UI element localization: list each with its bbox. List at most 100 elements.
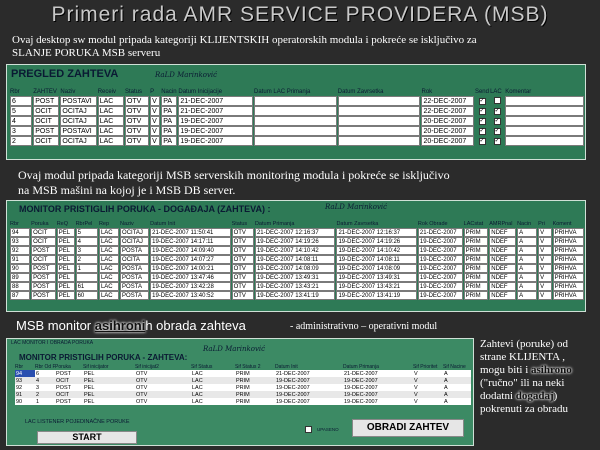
table-checkbox[interactable]: ✓ [490,106,505,116]
table-cell[interactable]: 20-DEC-2007 [421,116,474,126]
table-cell[interactable]: 1 [75,264,98,273]
table-cell[interactable]: A [444,391,448,398]
table-cell[interactable]: 90 [10,264,31,273]
table-cell[interactable]: LAC [97,136,124,146]
table-cell[interactable]: 19-DEC-2007 13:43:21 [254,282,336,291]
table-cell[interactable]: V [538,282,552,291]
table-cell[interactable]: V [150,106,161,116]
table-cell[interactable]: OTV [231,237,254,246]
table-cell[interactable]: 92 [10,246,31,255]
table-row[interactable]: 91 OCIT PEL 2 LAC OCITA 19-DEC-2007 14:07:27 OT… [10,255,584,264]
table-cell[interactable]: 19-DEC-2007 [344,398,378,405]
table-cell[interactable]: PRIM [236,398,250,405]
table-cell[interactable]: PRIM [463,246,489,255]
table-cell[interactable]: PEL [84,391,95,398]
table-cell[interactable]: 91 [10,255,31,264]
table-cell[interactable]: V [150,116,161,126]
table-cell[interactable]: PRIHVA [552,291,584,300]
table-cell[interactable]: A [517,237,538,246]
table-cell[interactable]: LAC [192,370,203,377]
table-cell[interactable]: NDEF [489,228,517,237]
table-cell[interactable]: 19-DEC-2007 14:08:09 [254,264,336,273]
table-row[interactable]: 5 OCIT OCITAJ LAC OTV V PA 21-DEC-2007 22-DEC-20… [10,106,584,116]
checkbox-icon[interactable]: ✓ [493,108,501,115]
table-row[interactable]: 94 6 POST PEL OTV LAC PRIM 21-DEC-2007 21-DEC-20… [15,370,471,377]
table-cell[interactable]: 19-DEC-2007 14:19:26 [336,237,417,246]
table-cell[interactable]: V [150,126,161,136]
table-cell[interactable]: OCIT [56,377,70,384]
table-cell[interactable]: OTV [231,273,254,282]
table-row[interactable]: 90 1 POST PEL OTV LAC PRIM 19-DEC-2007 19-DEC-20… [15,398,471,405]
table-cell[interactable]: A [517,255,538,264]
table-cell[interactable]: V [414,370,418,377]
table-row[interactable]: 3 POST POSTAVI LAC OTV V PA 19-DEC-2007 20-DEC-2… [10,126,584,136]
checkbox-icon[interactable]: ✓ [493,128,501,135]
table-cell[interactable]: 3 [36,384,40,391]
table-cell[interactable] [337,126,421,136]
table-cell[interactable]: 19-DEC-2007 [276,391,310,398]
table-cell[interactable] [337,96,421,106]
table-cell[interactable] [337,136,421,146]
table-cell[interactable]: PEL [84,370,95,377]
table-cell[interactable]: 19-DEC-2007 13:41:19 [336,291,417,300]
table-checkbox[interactable]: ✓ [474,106,490,116]
table-cell[interactable]: OCIT [31,228,56,237]
table-cell[interactable]: 21-DEC-2007 [178,96,254,106]
table-cell[interactable]: OTV [231,228,254,237]
table-cell[interactable]: 19-DEC-2007 [417,246,463,255]
table-cell[interactable]: 19-DEC-2007 14:17:11 [150,237,231,246]
table-checkbox[interactable]: ✓ [474,116,490,126]
table-cell[interactable]: NDEF [489,255,517,264]
table-cell[interactable]: 6 [10,96,33,106]
table-cell[interactable]: LAC [98,246,120,255]
table-cell[interactable]: 21-DEC-2007 11:50:41 [150,228,231,237]
table-cell[interactable]: PRIM [236,377,250,384]
table-row[interactable]: 92 POST PEL 3 LAC POSTA 19-DEC-2007 14:09:40 OT… [10,246,584,255]
table-cell[interactable]: V [414,384,418,391]
table-cell[interactable]: 19-DEC-2007 13:47:46 [150,273,231,282]
table-cell[interactable]: LAC [97,106,124,116]
table-row[interactable]: 93 OCIT PEL 4 LAC OCITAJ 19-DEC-2007 14:17:11 O… [10,237,584,246]
table-cell[interactable]: PRIM [463,228,489,237]
table-cell[interactable]: NDEF [489,291,517,300]
table-row[interactable]: 90 POST PEL 1 LAC POSTA 19-DEC-2007 14:00:21 OT… [10,264,584,273]
table-cell[interactable]: PEL [56,291,75,300]
table-row[interactable]: 88 POST PEL 61 LAC POSTA 19-DEC-2007 13:42:28 O… [10,282,584,291]
table-cell[interactable]: 19-DEC-2007 [417,264,463,273]
table-cell[interactable]: PRIM [236,391,250,398]
table-cell[interactable]: 88 [10,282,31,291]
table-cell[interactable]: OCITAJ [120,228,150,237]
table-cell[interactable]: 19-DEC-2007 [276,377,310,384]
table-cell[interactable]: 19-DEC-2007 13:49:31 [254,273,336,282]
table-cell[interactable]: 22-DEC-2007 [421,96,474,106]
table-cell[interactable]: 19-DEC-2007 [417,237,463,246]
table-cell[interactable]: 4 [75,237,98,246]
table-cell[interactable]: LAC [98,264,120,273]
table-cell[interactable]: 19-DEC-2007 [344,377,378,384]
table-cell[interactable]: 19-DEC-2007 13:42:28 [150,282,231,291]
table-cell[interactable]: PA [161,116,178,126]
table-row[interactable]: 91 2 OCIT PEL OTV LAC PRIM 19-DEC-2007 19-DEC-20… [15,391,471,398]
table-cell[interactable]: OCIT [33,116,60,126]
table-cell[interactable]: OCIT [33,106,60,116]
table-cell[interactable] [505,106,584,116]
table-cell[interactable]: PRIHVA [552,237,584,246]
table-row[interactable]: 93 4 OCIT PEL OTV LAC PRIM 19-DEC-2007 19-DEC-20… [15,377,471,384]
table-checkbox[interactable]: ✓ [490,116,505,126]
table-cell[interactable] [337,116,421,126]
table-cell[interactable]: 21-DEC-2007 [344,370,378,377]
table-cell[interactable]: V [150,96,161,106]
table-cell[interactable]: PRIM [463,273,489,282]
table-cell[interactable]: V [414,398,418,405]
table-cell[interactable]: 21-DEC-2007 [417,228,463,237]
table-cell[interactable]: 19-DEC-2007 14:00:21 [150,264,231,273]
table-cell[interactable]: PRIM [463,282,489,291]
table-cell[interactable]: POST [31,282,56,291]
table-cell[interactable]: 5 [75,228,98,237]
table-cell[interactable]: 20-DEC-2007 [421,136,474,146]
table-cell[interactable]: POSTA [120,291,150,300]
table-cell[interactable]: POSTA [120,246,150,255]
table-cell[interactable]: OTV [124,96,150,106]
table-cell[interactable]: NDEF [489,237,517,246]
table-cell[interactable]: A [517,246,538,255]
